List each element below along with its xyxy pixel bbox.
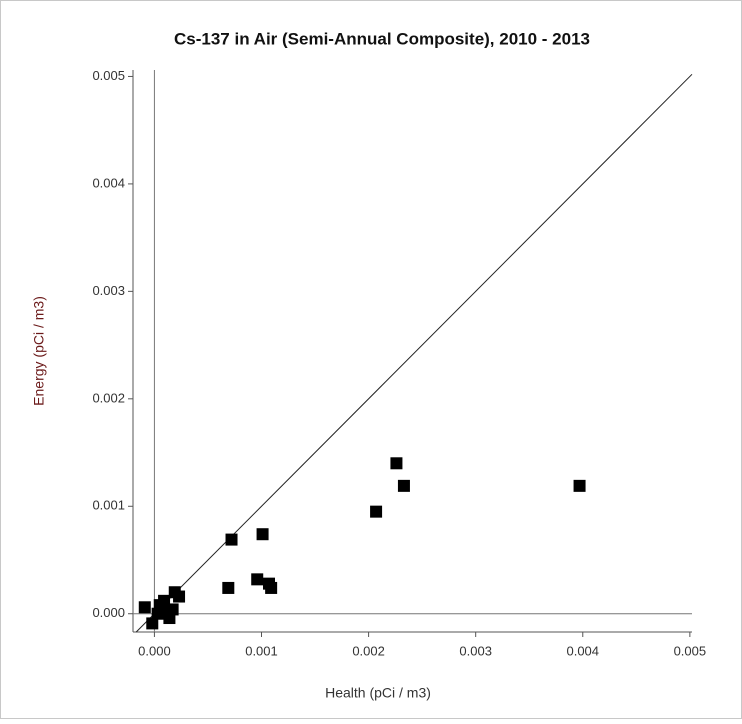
point — [390, 457, 403, 470]
chart-title: Cs-137 in Air (Semi-Annual Composite), 2… — [174, 29, 590, 48]
y-tick-label: 0.004 — [92, 175, 125, 190]
point — [573, 479, 586, 492]
point — [173, 590, 186, 603]
point — [397, 479, 410, 492]
point — [146, 617, 159, 630]
x-axis-label: Health (pCi / m3) — [325, 685, 431, 701]
y-axis-label: Energy (pCi / m3) — [31, 296, 47, 406]
y-tick-label: 0.001 — [92, 498, 125, 513]
point — [370, 505, 383, 518]
y-tick-label: 0.002 — [92, 390, 125, 405]
y-tick-label: 0.003 — [92, 283, 125, 298]
x-tick-label: 0.004 — [566, 643, 599, 658]
x-tick-label: 0.002 — [352, 643, 385, 658]
point — [225, 533, 238, 546]
x-tick-label: 0.005 — [674, 643, 707, 658]
x-tick-label: 0.000 — [138, 643, 171, 658]
y-tick-label: 0.005 — [92, 68, 125, 83]
point — [222, 581, 235, 594]
y-tick-label: 0.000 — [92, 605, 125, 620]
point — [160, 605, 173, 618]
point — [138, 601, 151, 614]
point — [256, 528, 269, 541]
point — [251, 573, 264, 586]
x-tick-label: 0.001 — [245, 643, 278, 658]
x-tick-label: 0.003 — [459, 643, 492, 658]
point — [265, 581, 278, 594]
